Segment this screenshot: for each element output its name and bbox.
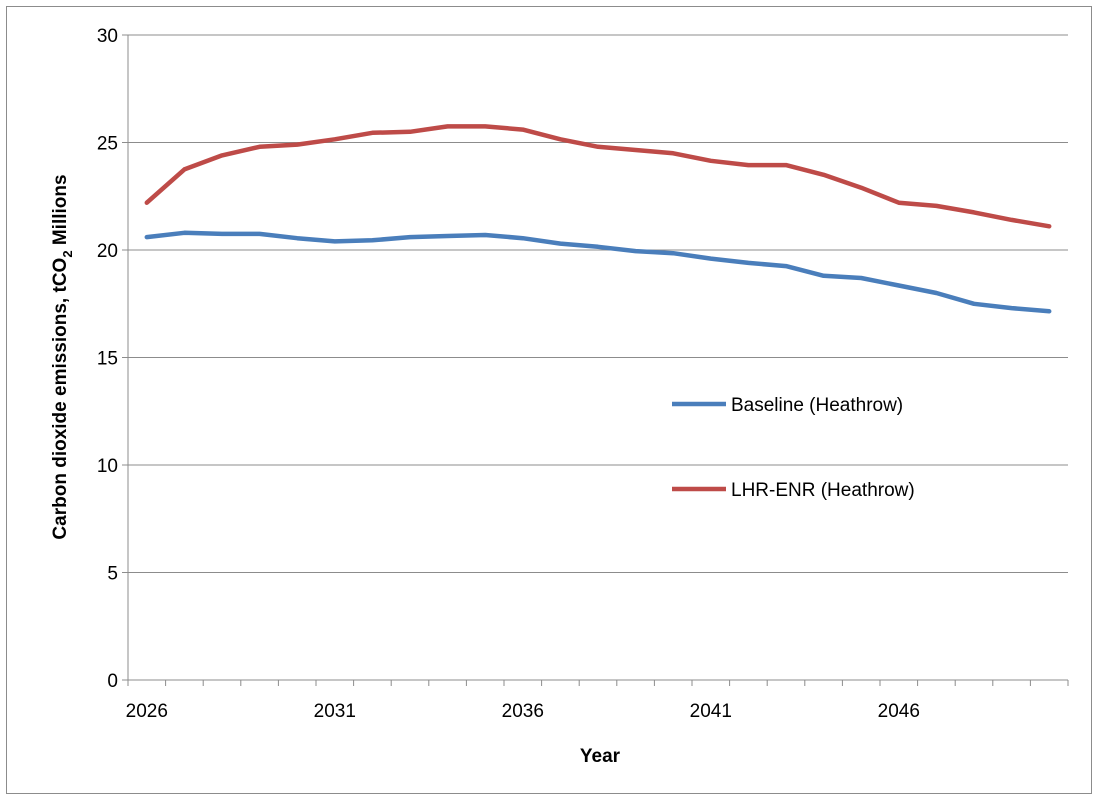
axes: 0 5 10 15 20 25 30 2026 2031 2036 2041 2046	[97, 26, 1069, 722]
legend-label-lhr-enr: LHR-ENR (Heathrow)	[731, 480, 915, 501]
y-tick-label: 30	[97, 26, 118, 47]
y-tick-label: 25	[97, 134, 118, 155]
y-tick-label: 15	[97, 349, 118, 370]
y-tick-label: 0	[107, 671, 118, 692]
y-tick-label: 10	[97, 456, 118, 477]
y-tick-label: 20	[97, 241, 118, 262]
series-line-baseline	[144, 230, 1052, 314]
y-axis-title: Carbon dioxide emissions, tCO2 Millions	[50, 174, 75, 539]
y-axis-title-subscript: 2	[60, 250, 75, 257]
series-line-lhr-enr	[144, 124, 1052, 229]
x-axis-title: Year	[580, 746, 621, 767]
x-tick-label: 2036	[502, 701, 544, 722]
y-axis-title-main: Carbon dioxide emissions, tCO	[50, 258, 71, 540]
y-axis-title-suffix: Millions	[50, 174, 71, 250]
y-tick-label: 5	[107, 564, 118, 585]
x-tick-label: 2046	[878, 701, 920, 722]
gridlines	[128, 34, 1068, 573]
x-tick-label: 2026	[126, 701, 168, 722]
legend: Baseline (Heathrow) LHR-ENR (Heathrow)	[672, 395, 915, 501]
series-lines	[144, 124, 1052, 314]
legend-label-baseline: Baseline (Heathrow)	[731, 395, 903, 416]
x-tick-label: 2041	[690, 701, 732, 722]
x-tick-label: 2031	[314, 701, 356, 722]
